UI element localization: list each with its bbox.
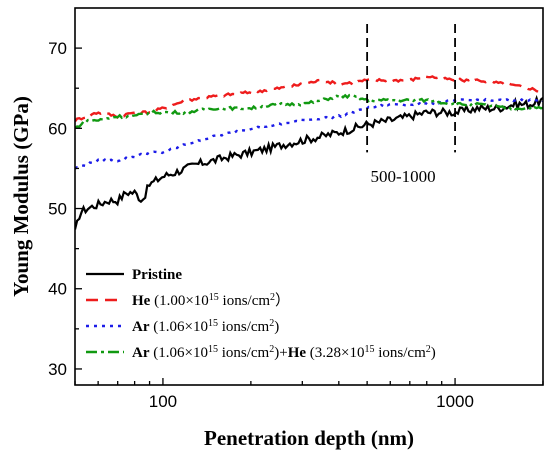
x-tick-label: 100: [149, 392, 177, 411]
y-tick-label: 70: [48, 39, 67, 58]
range-annotation-label: 500-1000: [371, 167, 436, 186]
y-tick-label: 30: [48, 360, 67, 379]
y-tick-label: 40: [48, 280, 67, 299]
plot-lines: [75, 74, 543, 230]
x-axis-ticks: 100 1000: [74, 378, 544, 411]
plot-frame: [74, 7, 544, 386]
legend-entry-2: He (1.00×1015 ions/cm2）: [132, 292, 290, 310]
y-tick-label: 60: [48, 119, 67, 138]
annotation: 500-1000: [366, 24, 456, 186]
series-line-2: [75, 74, 543, 123]
y-axis-label: Young Modulus (GPa): [9, 96, 33, 297]
legend-entry-3: Ar (1.06×1015 ions/cm2): [132, 318, 279, 336]
y-tick-label: 50: [48, 200, 67, 219]
legend-entry-4: Ar (1.06×1015 ions/cm2)+He (3.28×1015 io…: [132, 344, 436, 362]
y-axis-ticks: 30 40 50 60 70: [48, 39, 82, 379]
legend: Pristine He (1.00×1015 ions/cm2） Ar (1.06×…: [86, 267, 436, 361]
legend-entry-1: Pristine: [132, 267, 182, 283]
series-line-1: [75, 94, 543, 230]
series-line-4: [75, 93, 543, 129]
x-tick-label: 1000: [436, 392, 474, 411]
x-axis-label: Penetration depth (nm): [204, 426, 414, 450]
